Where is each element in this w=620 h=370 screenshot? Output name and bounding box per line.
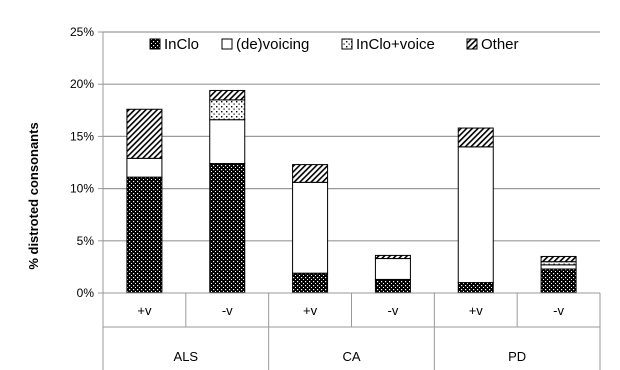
legend-label: InClo+voice	[356, 36, 435, 53]
legend-swatch	[149, 38, 161, 50]
bar-segment-inclo	[126, 176, 163, 294]
legend-label: Other	[481, 36, 519, 53]
x-tick-label: +v	[303, 303, 318, 318]
bar-segment-other	[457, 127, 494, 148]
x-tick-label: -v	[387, 303, 398, 318]
group-label: CA	[342, 349, 360, 364]
legend-label: (de)voicing	[236, 36, 309, 53]
gridlines	[103, 31, 600, 242]
bar-segment-inclo	[374, 278, 411, 294]
y-tick-label: 15%	[70, 129, 94, 143]
legend-label: InClo	[164, 36, 199, 53]
bar-segment-inclo-voice	[209, 99, 246, 121]
x-tick-label: -v	[553, 303, 564, 318]
y-tick-label: 20%	[70, 77, 94, 91]
bar-segment-other	[374, 254, 411, 260]
bar-segment-other	[209, 89, 246, 101]
legend-swatch	[221, 38, 233, 50]
x-tick-label: -v	[222, 303, 233, 318]
bar-segment-de-voicing	[374, 258, 411, 280]
bars	[126, 89, 577, 294]
y-tick-label: 0%	[77, 286, 95, 300]
bar-segment-de-voicing	[209, 119, 246, 165]
legend-swatch	[341, 38, 353, 50]
bar-segment-other	[126, 108, 163, 159]
bar-segment-de-voicing	[540, 264, 577, 270]
bar-segment-other	[292, 164, 329, 183]
y-tick-label: 5%	[77, 234, 95, 248]
bar-segment-de-voicing	[457, 146, 494, 284]
legend: InClo (de)voicing InClo+voice Other	[149, 36, 519, 53]
x-tick-label: +v	[137, 303, 152, 318]
bar-segment-inclo	[209, 163, 246, 294]
group-label: ALS	[174, 349, 199, 364]
y-tick-label: 25%	[70, 25, 94, 39]
y-tick-label: 10%	[70, 182, 94, 196]
x-tick-label: +v	[469, 303, 484, 318]
bar-segment-inclo	[292, 272, 329, 294]
bar-segment-de-voicing	[292, 181, 329, 274]
group-label: PD	[508, 349, 526, 364]
legend-swatch	[466, 38, 478, 50]
y-axis-title: % distroted consonants	[26, 122, 41, 269]
bar-segment-de-voicing	[126, 157, 163, 178]
bar-segment-inclo	[457, 282, 494, 294]
bar-segment-inclo	[540, 268, 577, 294]
axes: 0% 5% 10% 15% 20% 25% +v -v +v -v +v -v ALS CA PD	[70, 25, 601, 370]
bar-segment-other	[540, 255, 577, 263]
